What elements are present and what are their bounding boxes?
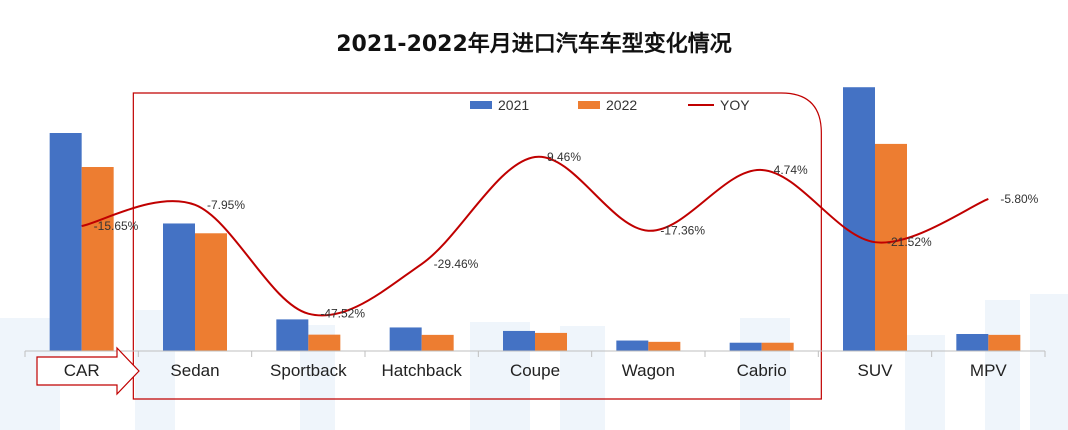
yoy-label-hatchback: -29.46% — [434, 257, 479, 271]
legend-label-2021: 2021 — [498, 97, 529, 113]
bar-2022-car — [81, 167, 114, 351]
x-tick-label-sportback: Sportback — [270, 361, 347, 380]
yoy-label-suv: -21.52% — [887, 235, 932, 249]
bar-2022-hatchback — [421, 334, 454, 351]
legend-swatch-2022 — [578, 101, 600, 109]
skyline-block — [905, 335, 945, 430]
skyline-block — [985, 300, 1020, 430]
bars-group — [49, 87, 1021, 351]
bar-2021-sedan — [163, 223, 195, 351]
bar-2022-sportback — [308, 334, 341, 351]
yoy-label-car: -15.65% — [94, 219, 139, 233]
legend-swatch-2021 — [470, 101, 492, 109]
x-tick-label-sedan: Sedan — [170, 361, 219, 380]
yoy-label-sedan: -7.95% — [207, 198, 245, 212]
x-axis-group: CAR Sedan Sportback Hatchback Coupe Wagon Cabr… — [24, 346, 1046, 396]
bar-2022-sedan — [195, 233, 227, 351]
x-tick-label-suv: SUV — [858, 361, 894, 380]
x-tick-label-coupe: Coupe — [510, 361, 560, 380]
data-labels-group: -15.65% -7.95% -47.52% -29.46% 9.46% -17.36% 4… — [94, 150, 1039, 321]
bar-2021-wagon — [616, 340, 649, 351]
car-arrow-shape — [36, 346, 140, 396]
highlight-frame — [132, 92, 822, 400]
x-tick-label-hatchback: Hatchback — [382, 361, 463, 380]
skyline-block — [560, 326, 605, 430]
chart-title: 2021-2022年月进口汽车车型变化情况 — [336, 32, 732, 57]
yoy-label-coupe: 9.46% — [547, 150, 581, 164]
highlight-frame-group — [132, 92, 822, 400]
bar-2021-cabrio — [729, 342, 762, 351]
legend: 2021 2022 YOY — [470, 97, 750, 113]
bar-2022-mpv — [988, 334, 1021, 351]
bar-2022-suv — [875, 143, 907, 351]
bar-2021-sportback — [276, 319, 309, 351]
legend-label-2022: 2022 — [606, 97, 637, 113]
yoy-line — [81, 155, 989, 317]
bar-2021-car — [49, 133, 82, 351]
bar-2022-cabrio — [761, 342, 794, 351]
yoy-label-cabrio: 4.74% — [774, 163, 808, 177]
x-tick-label-mpv: MPV — [970, 361, 1008, 380]
bar-2021-mpv — [956, 333, 989, 351]
bar-2022-wagon — [648, 341, 681, 351]
skyline-block — [1030, 294, 1068, 430]
yoy-label-mpv: -5.80% — [1000, 192, 1038, 206]
skyline-block — [740, 318, 790, 430]
legend-label-yoy: YOY — [720, 97, 750, 113]
x-tick-label-wagon: Wagon — [622, 361, 675, 380]
x-tick-label-cabrio: Cabrio — [737, 361, 787, 380]
yoy-label-sportback: -47.52% — [320, 307, 365, 321]
bar-2021-hatchback — [389, 327, 422, 351]
yoy-line-group — [81, 155, 989, 317]
x-tick-label-car: CAR — [64, 361, 100, 380]
bar-2022-coupe — [535, 332, 567, 351]
bar-2021-coupe — [503, 330, 535, 351]
bar-2021-suv — [843, 87, 875, 351]
yoy-label-wagon: -17.36% — [660, 224, 705, 238]
